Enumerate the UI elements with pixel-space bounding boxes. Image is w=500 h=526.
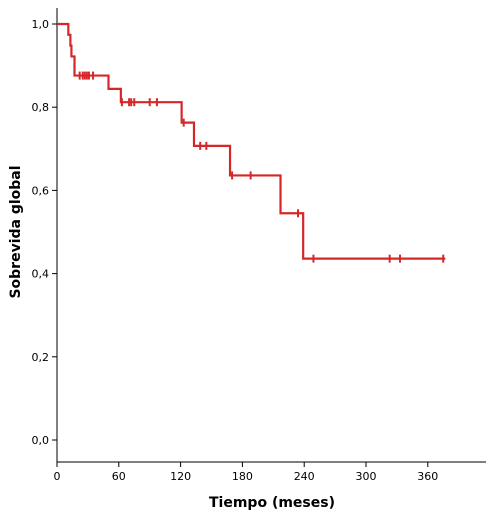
y-tick-label: 0,0	[32, 434, 50, 447]
y-axis-title: Sobrevida global	[8, 165, 24, 298]
y-tick-label: 0,6	[32, 184, 50, 197]
plot-area	[57, 22, 446, 263]
survival-curve-line	[57, 22, 446, 260]
x-tick-label: 0	[54, 470, 61, 483]
x-tick-label: 360	[417, 470, 438, 483]
axes-group: 0,0 0,2 0,4 0,6 0,8 1,0 0 60 120 180 240 300 360	[32, 8, 486, 483]
x-tick-label: 300	[356, 470, 377, 483]
x-axis-title: Tiempo (meses)	[209, 495, 335, 511]
y-tick-label: 1,0	[32, 18, 50, 31]
y-tick-label: 0,2	[32, 351, 50, 364]
x-tick-label: 240	[294, 470, 315, 483]
x-tick-label: 120	[170, 470, 191, 483]
x-tick-label: 180	[232, 470, 253, 483]
y-tick-label: 0,8	[32, 101, 50, 114]
x-tick-label: 60	[112, 470, 126, 483]
y-tick-label: 0,4	[32, 268, 50, 281]
